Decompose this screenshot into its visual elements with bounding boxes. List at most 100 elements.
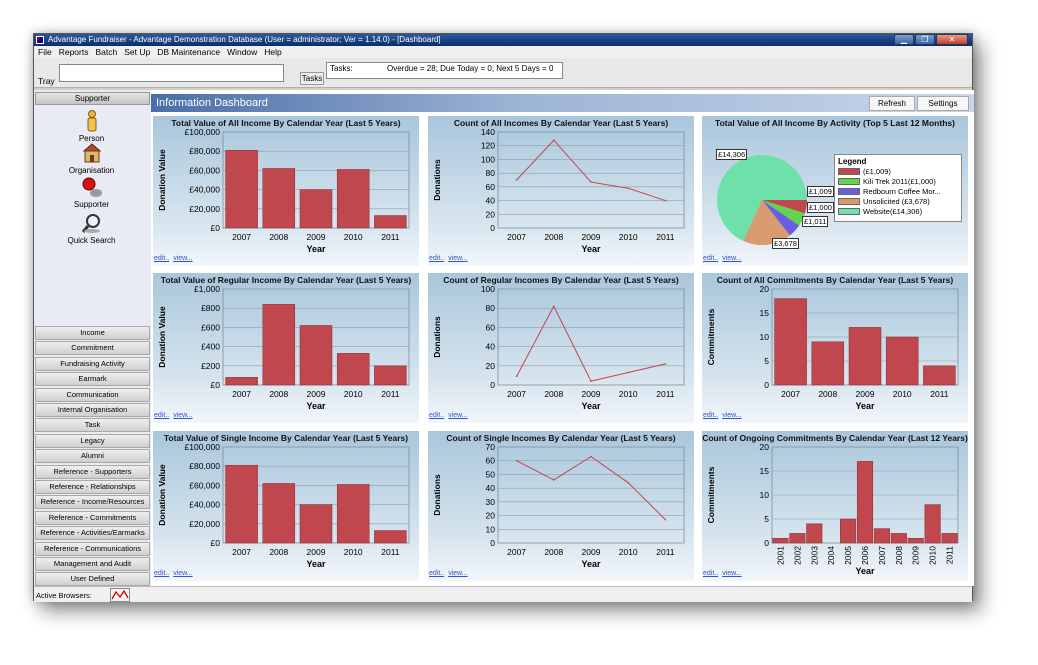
edit-link[interactable]: edit.. bbox=[429, 412, 445, 419]
view-link[interactable]: view... bbox=[722, 255, 742, 262]
close-button[interactable]: ✕ bbox=[936, 34, 968, 45]
view-link[interactable]: view... bbox=[173, 570, 193, 577]
edit-link[interactable]: edit.. bbox=[703, 255, 719, 262]
bar[interactable] bbox=[885, 336, 919, 386]
menu-db-maintenance[interactable]: DB Maintenance bbox=[157, 47, 221, 57]
data-point[interactable] bbox=[553, 479, 555, 481]
sidebar-nav-reference-communications[interactable]: Reference - Communications bbox=[35, 541, 150, 556]
sidebar-nav-management-and-audit[interactable]: Management and Audit bbox=[35, 557, 150, 571]
sidebar-item-supporter[interactable]: Supporter bbox=[34, 176, 149, 209]
data-point[interactable] bbox=[515, 459, 518, 462]
bar[interactable] bbox=[941, 533, 958, 544]
data-point[interactable] bbox=[590, 380, 592, 382]
view-link[interactable]: view... bbox=[448, 412, 468, 419]
view-link[interactable]: view... bbox=[722, 570, 742, 577]
bar[interactable] bbox=[890, 533, 907, 544]
bar[interactable] bbox=[924, 504, 941, 544]
edit-link[interactable]: edit.. bbox=[154, 570, 170, 577]
view-link[interactable]: view... bbox=[448, 255, 468, 262]
sidebar-section-supporter[interactable]: Supporter bbox=[35, 92, 150, 105]
data-point[interactable] bbox=[664, 199, 667, 202]
sidebar-nav-alumni[interactable]: Alumni bbox=[35, 449, 150, 464]
edit-link[interactable]: edit.. bbox=[703, 570, 719, 577]
bar[interactable] bbox=[856, 461, 874, 544]
sidebar-nav-reference-activities-earmarks[interactable]: Reference - Activities/Earmarks bbox=[35, 526, 150, 541]
data-point[interactable] bbox=[627, 481, 629, 484]
bar[interactable] bbox=[225, 464, 258, 544]
bar[interactable] bbox=[848, 327, 882, 386]
settings-button[interactable]: Settings bbox=[917, 96, 969, 111]
bar[interactable] bbox=[299, 189, 333, 229]
data-point[interactable] bbox=[664, 518, 667, 521]
data-point[interactable] bbox=[627, 371, 629, 374]
data-point[interactable] bbox=[627, 187, 629, 190]
tasks-button[interactable]: Tasks bbox=[300, 72, 324, 85]
pie-slice[interactable] bbox=[717, 155, 807, 241]
data-point[interactable] bbox=[590, 181, 592, 183]
view-link[interactable]: view... bbox=[448, 570, 468, 577]
menu-window[interactable]: Window bbox=[227, 47, 258, 57]
bar[interactable] bbox=[262, 483, 296, 544]
sidebar-nav-communication[interactable]: Communication bbox=[35, 387, 150, 402]
bar[interactable] bbox=[225, 149, 258, 229]
pie-slice[interactable] bbox=[762, 200, 805, 226]
bar[interactable] bbox=[840, 518, 857, 544]
edit-link[interactable]: edit.. bbox=[429, 255, 445, 262]
bar[interactable] bbox=[907, 537, 924, 544]
sidebar-nav-internal-organisation[interactable]: Internal Organisation bbox=[35, 403, 150, 417]
data-point[interactable] bbox=[664, 363, 667, 365]
tray-input[interactable] bbox=[59, 64, 284, 82]
sidebar-nav-reference-commitments[interactable]: Reference - Commitments bbox=[35, 510, 150, 525]
sidebar-nav-task[interactable]: Task bbox=[35, 418, 150, 433]
bar[interactable] bbox=[299, 325, 333, 386]
sidebar-nav-earmark[interactable]: Earmark bbox=[35, 372, 150, 387]
sidebar-nav-reference-income-resources[interactable]: Reference - Income/Resources bbox=[35, 495, 150, 510]
sidebar-item-person[interactable]: Person bbox=[34, 110, 149, 143]
maximize-button[interactable]: ❐ bbox=[915, 34, 935, 45]
bar[interactable] bbox=[225, 377, 258, 386]
sidebar-item-organisation[interactable]: Organisation bbox=[34, 142, 149, 175]
view-link[interactable]: view... bbox=[722, 412, 742, 419]
menu-help[interactable]: Help bbox=[264, 47, 282, 57]
bar[interactable] bbox=[789, 533, 806, 544]
bar[interactable] bbox=[374, 530, 407, 544]
activity-graph-icon[interactable] bbox=[110, 588, 130, 602]
bar[interactable] bbox=[262, 304, 296, 386]
data-point[interactable] bbox=[553, 139, 555, 142]
bar[interactable] bbox=[873, 528, 890, 544]
sidebar-nav-user-defined[interactable]: User Defined bbox=[35, 572, 150, 587]
menu-reports[interactable]: Reports bbox=[58, 47, 89, 57]
pie-slice[interactable] bbox=[762, 200, 807, 214]
menu-set-up[interactable]: Set Up bbox=[124, 47, 151, 57]
edit-link[interactable]: edit.. bbox=[154, 412, 170, 419]
sidebar-nav-fundraising-activity[interactable]: Fundraising Activity bbox=[35, 356, 150, 371]
bar[interactable] bbox=[811, 341, 845, 386]
pie-slice[interactable] bbox=[762, 200, 800, 236]
data-point[interactable] bbox=[590, 455, 592, 458]
sidebar-item-quick-search[interactable]: Quick Search bbox=[34, 212, 149, 245]
bar[interactable] bbox=[299, 504, 333, 544]
sidebar-nav-legacy[interactable]: Legacy bbox=[35, 433, 150, 448]
edit-link[interactable]: edit.. bbox=[703, 412, 719, 419]
menu-batch[interactable]: Batch bbox=[95, 47, 118, 57]
bar[interactable] bbox=[336, 353, 370, 386]
menu-file[interactable]: File bbox=[38, 47, 52, 57]
bar[interactable] bbox=[806, 523, 823, 544]
edit-link[interactable]: edit.. bbox=[429, 570, 445, 577]
view-link[interactable]: view... bbox=[173, 412, 193, 419]
view-link[interactable]: view... bbox=[173, 255, 193, 262]
sidebar-nav-commitment[interactable]: Commitment bbox=[35, 341, 150, 356]
edit-link[interactable]: edit.. bbox=[154, 255, 170, 262]
pie-slice[interactable] bbox=[743, 200, 790, 245]
bar[interactable] bbox=[262, 168, 296, 229]
data-point[interactable] bbox=[515, 179, 518, 181]
bar[interactable] bbox=[923, 365, 956, 386]
bar[interactable] bbox=[772, 537, 789, 544]
bar[interactable] bbox=[374, 365, 407, 386]
bar[interactable] bbox=[336, 484, 370, 544]
sidebar-nav-reference-relationships[interactable]: Reference - Relationships bbox=[35, 480, 150, 494]
data-point[interactable] bbox=[553, 305, 555, 308]
sidebar-nav-reference-supporters[interactable]: Reference - Supporters bbox=[35, 464, 150, 479]
sidebar-nav-income[interactable]: Income bbox=[35, 326, 150, 340]
refresh-button[interactable]: Refresh bbox=[869, 96, 915, 111]
